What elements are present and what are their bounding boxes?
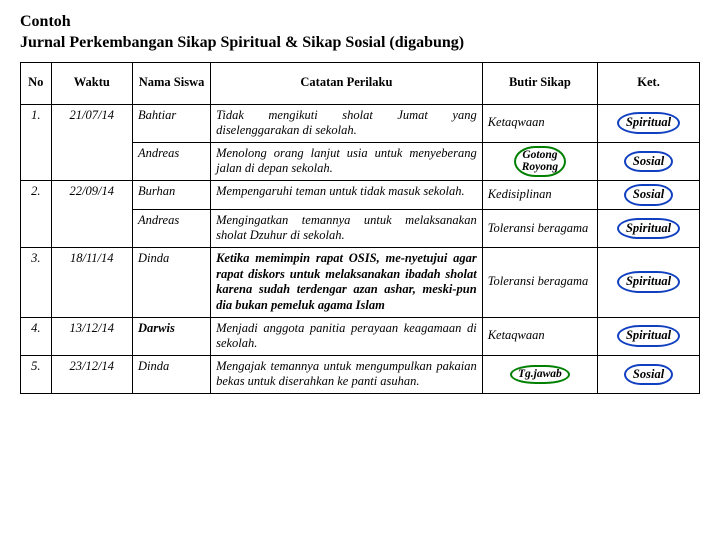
- cell-nama: Andreas: [133, 142, 211, 180]
- th-nama: Nama Siswa: [133, 62, 211, 104]
- table-row: AndreasMengingatkan temannya untuk melak…: [21, 209, 700, 247]
- cell-waktu: [51, 142, 132, 180]
- th-catatan: Catatan Perilaku: [211, 62, 483, 104]
- cell-ket: Spiritual: [598, 248, 700, 318]
- highlight-blue: Spiritual: [617, 271, 680, 293]
- cell-ket: Spiritual: [598, 209, 700, 247]
- th-waktu: Waktu: [51, 62, 132, 104]
- cell-nama: Bahtiar: [133, 104, 211, 142]
- highlight-blue: Spiritual: [617, 218, 680, 240]
- cell-nama: Darwis: [133, 317, 211, 355]
- cell-catatan: Ketika memimpin rapat OSIS, me-nyetujui …: [211, 248, 483, 318]
- table-row: 5.23/12/14DindaMengajak temannya untuk m…: [21, 355, 700, 393]
- page-title: Contoh Jurnal Perkembangan Sikap Spiritu…: [20, 12, 700, 54]
- cell-waktu: 21/07/14: [51, 104, 132, 142]
- cell-waktu: 18/11/14: [51, 248, 132, 318]
- cell-waktu: 23/12/14: [51, 355, 132, 393]
- cell-butir: Toleransi beragama: [482, 248, 597, 318]
- highlight-blue: Sosial: [624, 184, 673, 206]
- cell-no: 5.: [21, 355, 52, 393]
- table-body: 1.21/07/14BahtiarTidak mengikuti sholat …: [21, 104, 700, 393]
- table-row: 3.18/11/14DindaKetika memimpin rapat OSI…: [21, 248, 700, 318]
- highlight-green: GotongRoyong: [514, 146, 566, 177]
- cell-butir: Ketaqwaan: [482, 104, 597, 142]
- title-line2: Jurnal Perkembangan Sikap Spiritual & Si…: [20, 34, 464, 51]
- cell-catatan: Mengajak temannya untuk mengumpulkan pak…: [211, 355, 483, 393]
- header-row: No Waktu Nama Siswa Catatan Perilaku But…: [21, 62, 700, 104]
- cell-catatan: Menolong orang lanjut usia untuk menyebe…: [211, 142, 483, 180]
- cell-nama: Andreas: [133, 209, 211, 247]
- cell-no: [21, 142, 52, 180]
- cell-nama: Dinda: [133, 355, 211, 393]
- th-no: No: [21, 62, 52, 104]
- cell-ket: Sosial: [598, 355, 700, 393]
- cell-no: [21, 209, 52, 247]
- cell-no: 2.: [21, 181, 52, 210]
- cell-waktu: 22/09/14: [51, 181, 132, 210]
- cell-ket: Sosial: [598, 142, 700, 180]
- cell-nama: Dinda: [133, 248, 211, 318]
- cell-ket: Spiritual: [598, 317, 700, 355]
- title-line1: Contoh: [20, 13, 71, 30]
- cell-waktu: [51, 209, 132, 247]
- table-row: AndreasMenolong orang lanjut usia untuk …: [21, 142, 700, 180]
- highlight-blue: Spiritual: [617, 325, 680, 347]
- cell-catatan: Mempengaruhi teman untuk tidak masuk sek…: [211, 181, 483, 210]
- cell-butir: Ketaqwaan: [482, 317, 597, 355]
- cell-nama: Burhan: [133, 181, 211, 210]
- cell-butir: Toleransi beragama: [482, 209, 597, 247]
- cell-butir: Tg.jawab: [482, 355, 597, 393]
- cell-butir: GotongRoyong: [482, 142, 597, 180]
- cell-catatan: Mengingatkan temannya untuk melaksanakan…: [211, 209, 483, 247]
- table-row: 1.21/07/14BahtiarTidak mengikuti sholat …: [21, 104, 700, 142]
- cell-no: 3.: [21, 248, 52, 318]
- jurnal-table: No Waktu Nama Siswa Catatan Perilaku But…: [20, 62, 700, 394]
- highlight-blue: Sosial: [624, 151, 673, 173]
- cell-no: 1.: [21, 104, 52, 142]
- cell-ket: Sosial: [598, 181, 700, 210]
- cell-ket: Spiritual: [598, 104, 700, 142]
- th-ket: Ket.: [598, 62, 700, 104]
- table-row: 4.13/12/14DarwisMenjadi anggota panitia …: [21, 317, 700, 355]
- highlight-blue: Spiritual: [617, 112, 680, 134]
- highlight-blue: Sosial: [624, 364, 673, 386]
- cell-catatan: Menjadi anggota panitia perayaan keagama…: [211, 317, 483, 355]
- highlight-green: Tg.jawab: [510, 365, 570, 384]
- cell-no: 4.: [21, 317, 52, 355]
- th-butir: Butir Sikap: [482, 62, 597, 104]
- cell-waktu: 13/12/14: [51, 317, 132, 355]
- table-row: 2.22/09/14BurhanMempengaruhi teman untuk…: [21, 181, 700, 210]
- cell-catatan: Tidak mengikuti sholat Jumat yang disele…: [211, 104, 483, 142]
- cell-butir: Kedisiplinan: [482, 181, 597, 210]
